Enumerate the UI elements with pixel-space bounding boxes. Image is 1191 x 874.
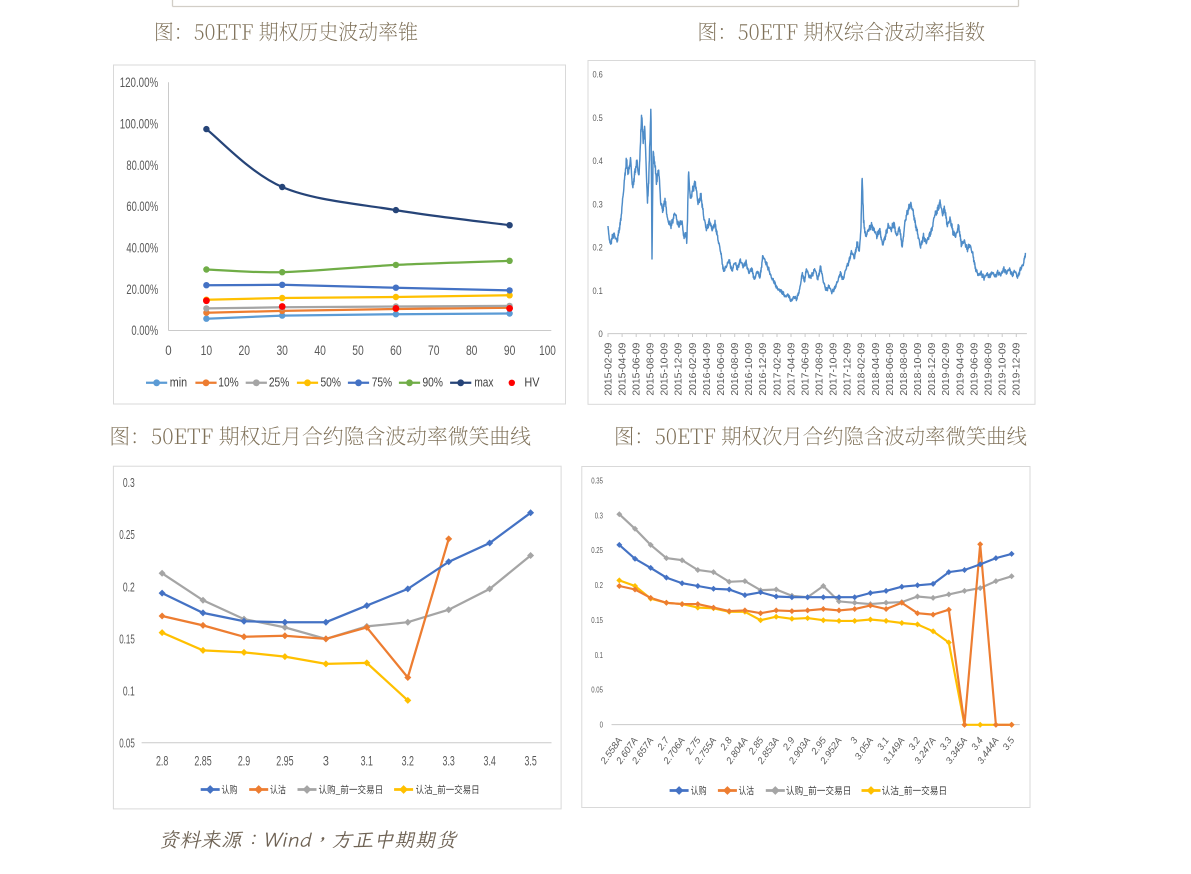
svg-text:2.9: 2.9 [238,753,250,768]
svg-text:2017-12-09: 2017-12-09 [843,342,854,395]
svg-text:0.25: 0.25 [119,527,135,542]
svg-text:0.4: 0.4 [593,156,603,167]
svg-text:0.1: 0.1 [595,650,603,660]
svg-text:50: 50 [352,343,364,358]
svg-text:2015-12-09: 2015-12-09 [674,342,685,395]
svg-text:2017-08-09: 2017-08-09 [815,342,826,395]
svg-text:20.00%: 20.00% [126,282,158,297]
svg-text:60: 60 [390,343,402,358]
svg-text:0.1: 0.1 [593,286,603,297]
svg-text:0.25: 0.25 [591,545,603,555]
svg-text:2017-10-09: 2017-10-09 [829,342,840,395]
svg-text:90%: 90% [423,376,443,390]
svg-text:2018-10-09: 2018-10-09 [913,342,924,395]
svg-text:70: 70 [428,343,440,358]
svg-text:0: 0 [598,329,602,340]
svg-text:2019-08-09: 2019-08-09 [984,342,995,395]
svg-text:2016-12-09: 2016-12-09 [758,342,769,395]
svg-text:0.2: 0.2 [593,243,603,254]
svg-text:HV: HV [524,376,540,390]
svg-text:3.3: 3.3 [443,753,455,768]
svg-text:2019-12-09: 2019-12-09 [1012,342,1023,395]
svg-text:40: 40 [314,343,326,358]
svg-text:2015-06-09: 2015-06-09 [632,342,643,395]
svg-text:40.00%: 40.00% [126,241,158,256]
svg-text:2016-06-09: 2016-06-09 [716,342,727,395]
svg-text:0: 0 [165,343,171,358]
svg-text:75%: 75% [372,376,392,390]
svg-text:25%: 25% [269,376,289,390]
svg-text:2015-04-09: 2015-04-09 [617,342,628,395]
svg-text:3.4: 3.4 [484,753,497,768]
svg-text:2016-04-09: 2016-04-09 [702,342,713,395]
svg-text:0.3: 0.3 [593,199,603,210]
svg-text:2016-10-09: 2016-10-09 [744,342,755,395]
svg-text:0.05: 0.05 [119,736,135,751]
svg-text:2017-04-09: 2017-04-09 [786,342,797,395]
svg-text:0.6: 0.6 [593,70,603,81]
svg-text:2.85: 2.85 [194,753,211,768]
svg-text:0.3: 0.3 [595,510,603,520]
svg-text:2019-06-09: 2019-06-09 [969,342,980,395]
svg-text:0.35: 0.35 [591,476,603,486]
svg-text:0.2: 0.2 [123,579,135,594]
svg-text:2016-02-09: 2016-02-09 [688,342,699,395]
svg-text:3.2: 3.2 [402,753,414,768]
svg-text:2017-06-09: 2017-06-09 [800,342,811,395]
svg-text:0.2: 0.2 [595,580,603,590]
svg-text:80.00%: 80.00% [126,158,158,173]
svg-text:0.00%: 0.00% [131,323,158,338]
svg-text:30: 30 [276,343,288,358]
svg-text:0.3: 0.3 [123,475,135,490]
svg-text:100: 100 [539,343,556,358]
svg-text:50%: 50% [321,376,341,390]
svg-text:2016-08-09: 2016-08-09 [730,342,741,395]
svg-text:0.1: 0.1 [123,684,135,699]
svg-text:0.15: 0.15 [591,615,603,625]
svg-text:0.15: 0.15 [119,631,135,646]
svg-text:2.95: 2.95 [276,753,293,768]
svg-text:2015-10-09: 2015-10-09 [660,342,671,395]
svg-text:10: 10 [201,343,213,358]
svg-text:2018-08-09: 2018-08-09 [899,342,910,395]
svg-text:0: 0 [600,720,604,730]
svg-text:2.8: 2.8 [156,753,168,768]
svg-text:2015-02-09: 2015-02-09 [603,342,614,395]
svg-text:2018-04-09: 2018-04-09 [871,342,882,395]
svg-text:20: 20 [239,343,251,358]
svg-text:0.5: 0.5 [593,113,603,124]
svg-text:2019-10-09: 2019-10-09 [998,342,1009,395]
svg-text:10%: 10% [218,376,238,390]
svg-text:2017-02-09: 2017-02-09 [772,342,783,395]
svg-text:3: 3 [848,735,860,746]
svg-text:60.00%: 60.00% [126,199,158,214]
svg-text:3.1: 3.1 [361,753,373,768]
svg-text:2018-02-09: 2018-02-09 [857,342,868,395]
svg-text:max: max [474,376,494,390]
svg-text:100.00%: 100.00% [120,116,159,131]
svg-text:2018-06-09: 2018-06-09 [885,342,896,395]
svg-text:3.5: 3.5 [524,753,536,768]
svg-text:min: min [170,376,187,390]
svg-text:2015-08-09: 2015-08-09 [646,342,657,395]
svg-text:3: 3 [323,753,329,768]
svg-text:90: 90 [504,343,516,358]
svg-text:0.05: 0.05 [591,685,603,695]
svg-text:2019-04-09: 2019-04-09 [955,342,966,395]
svg-text:80: 80 [466,343,478,358]
svg-text:2018-12-09: 2018-12-09 [927,342,938,395]
svg-text:120.00%: 120.00% [120,75,159,90]
svg-text:2019-02-09: 2019-02-09 [941,342,952,395]
